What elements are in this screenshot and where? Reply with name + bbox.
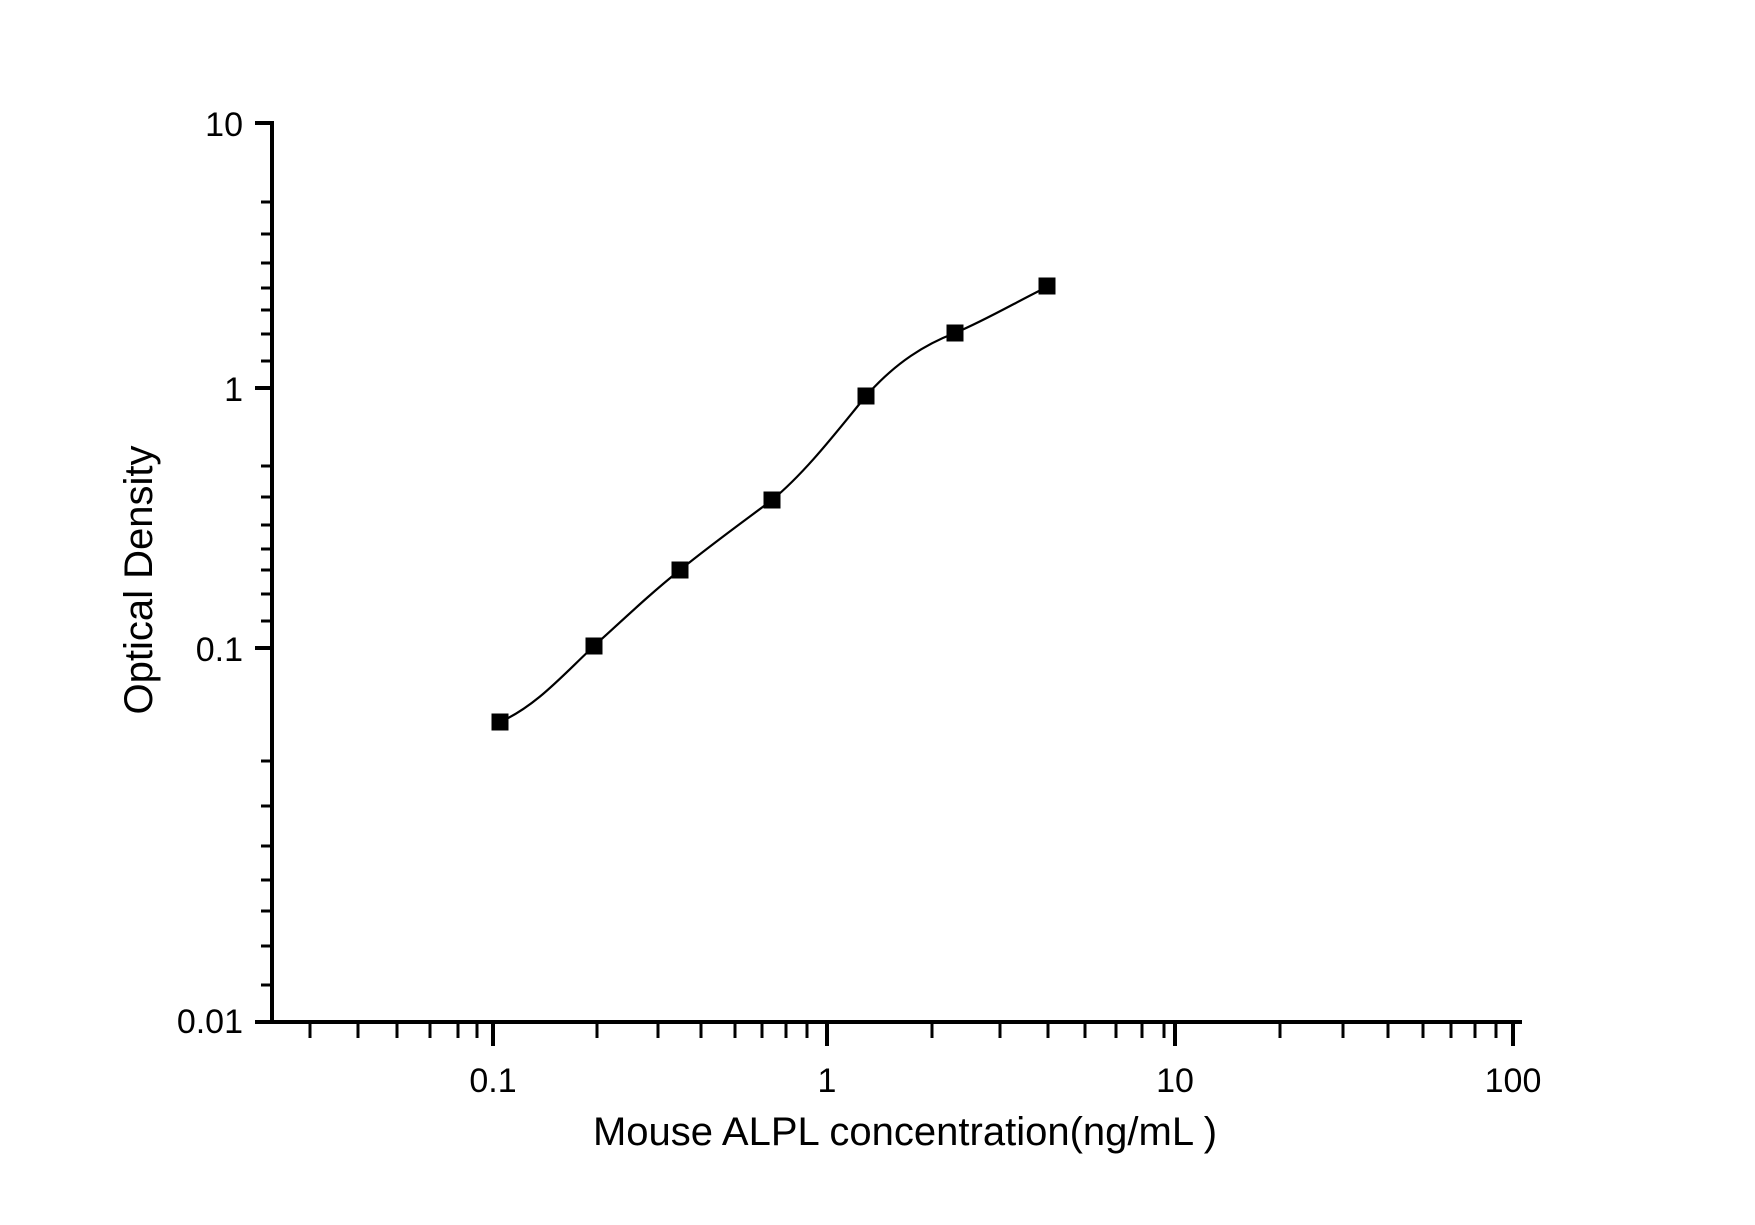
x-tick-label-100: 100 [1485, 1062, 1542, 1100]
y-tick-label-1: 1 [224, 371, 243, 409]
data-point-marker [491, 713, 509, 731]
y-tick-label-0.01: 0.01 [177, 1003, 243, 1041]
data-point-marker [763, 491, 781, 509]
data-point-marker [585, 637, 603, 655]
y-tick-labels: 10 1 0.1 0.01 [177, 106, 243, 1041]
x-tick-labels: 0.1 1 10 100 [469, 1062, 1541, 1100]
data-point-marker [946, 324, 964, 342]
y-axis-title: Optical Density [117, 446, 161, 715]
y-axis-ticks [255, 121, 272, 1024]
y-tick-label-0.1: 0.1 [196, 631, 243, 669]
x-axis-ticks [308, 1022, 1515, 1046]
data-point-marker [671, 561, 689, 579]
x-tick-label-1: 1 [818, 1062, 837, 1100]
data-point-marker [1038, 277, 1056, 295]
data-point-marker [857, 387, 875, 405]
data-markers [491, 277, 1056, 731]
x-axis-title: Mouse ALPL concentration(ng/mL ) [593, 1110, 1217, 1154]
axis-lines [270, 121, 1522, 1024]
x-tick-label-10: 10 [1156, 1062, 1194, 1100]
y-tick-label-10: 10 [205, 106, 243, 144]
x-tick-label-0.1: 0.1 [469, 1062, 516, 1100]
